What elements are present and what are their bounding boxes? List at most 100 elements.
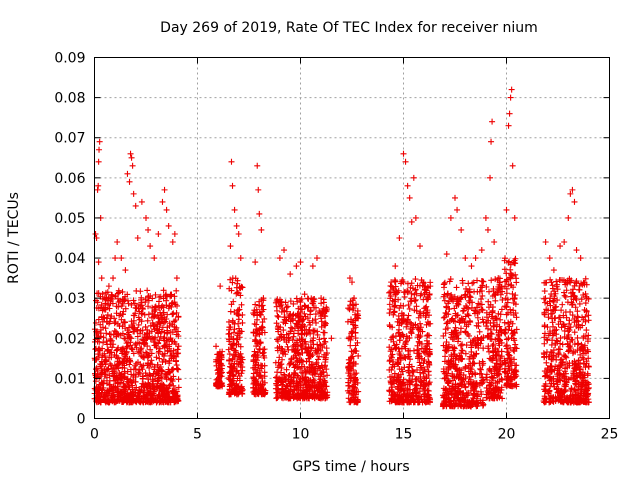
data-point [570, 368, 577, 375]
data-point [511, 214, 518, 221]
data-point [170, 389, 177, 396]
data-point [465, 379, 472, 386]
data-point [323, 345, 330, 352]
data-point [464, 304, 471, 311]
data-point [166, 345, 173, 352]
data-point [584, 370, 591, 377]
data-point [250, 329, 257, 336]
data-point [561, 388, 568, 395]
data-point [394, 384, 401, 391]
data-point [238, 354, 245, 361]
data-point [95, 351, 102, 358]
data-point [115, 354, 122, 361]
data-point [563, 376, 570, 383]
data-point [459, 376, 466, 383]
data-point [552, 304, 559, 311]
data-point [112, 377, 119, 384]
data-point [498, 375, 505, 382]
data-point [403, 323, 410, 330]
data-point [347, 342, 354, 349]
data-point [492, 297, 499, 304]
data-point [156, 399, 163, 406]
data-point [133, 287, 140, 294]
data-point [285, 334, 292, 341]
data-point [322, 395, 329, 402]
data-point [473, 403, 480, 410]
data-point [156, 345, 163, 352]
data-points [91, 86, 592, 410]
data-point [577, 351, 584, 358]
data-point [99, 352, 106, 359]
data-point [559, 301, 566, 308]
data-point [484, 376, 491, 383]
data-point [134, 395, 141, 402]
data-point [144, 362, 151, 369]
data-point [541, 279, 548, 286]
data-point [507, 378, 514, 385]
data-point [146, 388, 153, 395]
data-point [132, 371, 139, 378]
data-point [114, 290, 121, 297]
data-point [562, 293, 569, 300]
data-point [258, 226, 265, 233]
data-point [423, 375, 430, 382]
data-point [392, 283, 399, 290]
data-point [582, 300, 589, 307]
data-point [123, 393, 130, 400]
data-point [306, 319, 313, 326]
data-point [483, 323, 490, 330]
data-point [421, 286, 428, 293]
data-point [125, 382, 132, 389]
data-point [309, 378, 316, 385]
data-point [173, 302, 180, 309]
data-point [96, 138, 103, 145]
data-point [411, 307, 418, 314]
data-point [311, 304, 318, 311]
data-point [507, 275, 514, 282]
data-point [494, 367, 501, 374]
data-point [233, 382, 240, 389]
data-point [275, 338, 282, 345]
data-point [288, 374, 295, 381]
data-point [230, 298, 237, 305]
data-point [422, 345, 429, 352]
data-point [580, 333, 587, 340]
data-point [505, 259, 512, 266]
data-point [457, 342, 464, 349]
data-point [542, 295, 549, 302]
data-point [462, 255, 469, 262]
data-point [543, 306, 550, 313]
data-point [109, 344, 116, 351]
data-point [544, 324, 551, 331]
data-point [171, 386, 178, 393]
data-point [414, 366, 421, 373]
data-point [417, 393, 424, 400]
data-point [351, 311, 358, 318]
data-point [391, 370, 398, 377]
data-point [234, 280, 241, 287]
data-point [349, 279, 355, 286]
data-point [128, 380, 135, 387]
data-point [146, 399, 153, 406]
data-point [115, 397, 122, 404]
data-point [144, 287, 151, 294]
data-point [566, 317, 573, 324]
data-point [451, 345, 458, 352]
data-point [499, 376, 506, 383]
data-point [392, 344, 399, 351]
data-point [345, 395, 352, 402]
data-point [489, 394, 496, 401]
data-point [131, 324, 138, 331]
data-point [553, 283, 560, 290]
data-point [122, 267, 129, 274]
data-point [467, 294, 474, 301]
data-point [321, 335, 328, 342]
data-point [235, 230, 242, 237]
data-point [103, 338, 110, 345]
data-point [128, 345, 135, 352]
data-point [571, 329, 578, 336]
y-tick-label: 0.08 [54, 91, 85, 107]
data-point [347, 336, 354, 343]
grid-lines [94, 57, 610, 419]
data-point [565, 331, 572, 338]
